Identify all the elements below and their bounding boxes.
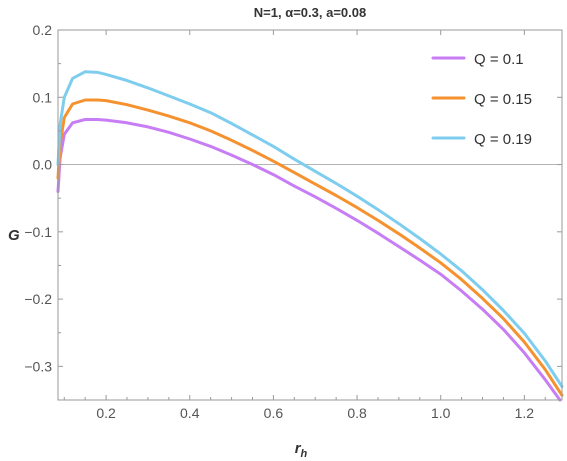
- x-axis-label-subscript: h: [301, 448, 308, 460]
- legend-label: Q = 0.15: [474, 91, 532, 108]
- y-tick-label: −0.2: [24, 291, 52, 307]
- x-tick-label: 1.0: [431, 405, 451, 421]
- x-tick-label: 0.4: [180, 405, 200, 421]
- plot-frame: [57, 29, 563, 401]
- legend-label: Q = 0.1: [474, 51, 524, 68]
- x-axis-label-main: r: [295, 440, 302, 457]
- x-axis-ticks: 0.2 0.4 0.6 0.8 1.0 1.2: [63, 30, 546, 421]
- y-tick-label: 0.1: [33, 89, 53, 105]
- legend-label: Q = 0.19: [474, 131, 532, 148]
- x-tick-label: 0.8: [347, 405, 367, 421]
- y-tick-label: 0.2: [33, 22, 53, 38]
- x-tick-label: 1.2: [515, 405, 535, 421]
- series-layer: [56, 70, 564, 402]
- y-axis-label: G: [8, 227, 20, 244]
- y-tick-label: −0.3: [24, 358, 52, 374]
- y-tick-label: 0.0: [33, 157, 53, 173]
- chart-title: N=1, α=0.3, a=0.08: [254, 5, 366, 20]
- y-tick-label: −0.1: [24, 224, 52, 240]
- legend: Q = 0.1 Q = 0.15 Q = 0.19: [431, 51, 532, 148]
- series-line-1: [56, 118, 562, 402]
- x-tick-label: 0.6: [264, 405, 284, 421]
- x-axis-label: rh: [295, 440, 308, 460]
- series-line-2: [56, 98, 564, 397]
- plot-area: 0.2 0.4 0.6 0.8 1.0 1.2 0.2 0.1 0.0 −0.1 −0.2 −0.3: [24, 22, 564, 421]
- series-line-3: [56, 70, 564, 388]
- y-axis-ticks: 0.2 0.1 0.0 −0.1 −0.2 −0.3: [24, 22, 562, 401]
- x-tick-label: 0.2: [96, 405, 116, 421]
